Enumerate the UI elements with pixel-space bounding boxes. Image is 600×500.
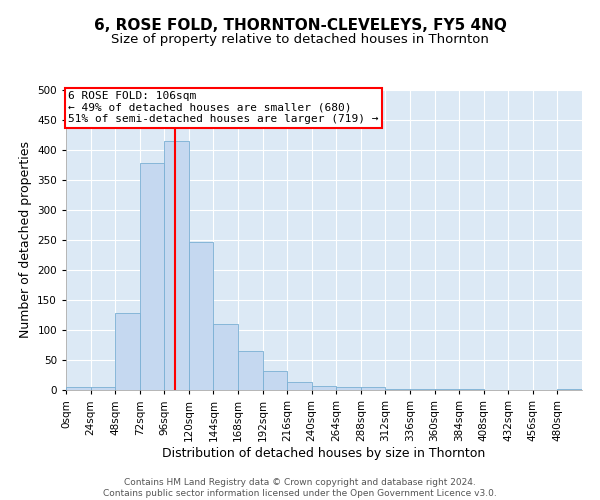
Bar: [336, 387, 361, 390]
Bar: [66, 387, 91, 390]
Bar: [214, 324, 238, 390]
Bar: [263, 371, 287, 390]
Bar: [140, 163, 164, 390]
Text: 6 ROSE FOLD: 106sqm
← 49% of detached houses are smaller (680)
51% of semi-detac: 6 ROSE FOLD: 106sqm ← 49% of detached ho…: [68, 91, 379, 124]
Bar: [238, 351, 263, 390]
Text: 6, ROSE FOLD, THORNTON-CLEVELEYS, FY5 4NQ: 6, ROSE FOLD, THORNTON-CLEVELEYS, FY5 4N…: [94, 18, 506, 32]
Y-axis label: Number of detached properties: Number of detached properties: [19, 142, 32, 338]
Text: Size of property relative to detached houses in Thornton: Size of property relative to detached ho…: [111, 32, 489, 46]
Bar: [312, 386, 336, 390]
Text: Contains HM Land Registry data © Crown copyright and database right 2024.
Contai: Contains HM Land Registry data © Crown c…: [103, 478, 497, 498]
X-axis label: Distribution of detached houses by size in Thornton: Distribution of detached houses by size …: [163, 446, 485, 460]
Bar: [557, 389, 582, 390]
Bar: [287, 382, 312, 390]
Bar: [115, 313, 140, 390]
Bar: [189, 242, 214, 390]
Bar: [91, 387, 115, 390]
Bar: [361, 387, 385, 390]
Bar: [164, 141, 189, 390]
